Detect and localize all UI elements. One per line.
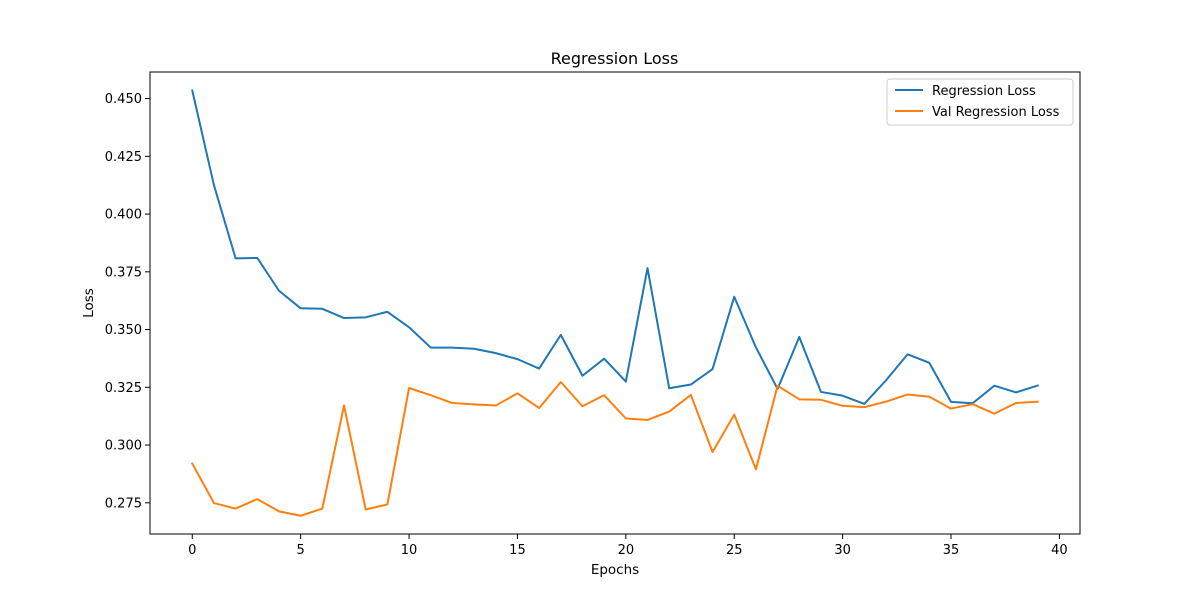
series-layer [190, 89, 1039, 517]
series-line-val-regression-loss [190, 381, 1039, 517]
x-tick-label: 5 [297, 543, 305, 558]
x-tick-label: 30 [834, 543, 851, 558]
legend-label-regression-loss: Regression Loss [932, 84, 1036, 99]
plot-frame [149, 71, 1081, 535]
x-axis-label: Epochs [591, 562, 639, 578]
y-tick-label: 0.275 [105, 496, 142, 511]
series-line-regression-loss [191, 89, 1039, 405]
legend-box [886, 78, 1074, 126]
y-tick-label: 0.325 [105, 381, 142, 396]
y-tick-label: 0.300 [105, 439, 142, 454]
x-tick-label: 20 [618, 543, 635, 558]
y-tick-label: 0.350 [105, 323, 142, 338]
x-tick-label: 10 [401, 543, 418, 558]
legend-label-val-regression-loss: Val Regression Loss [932, 105, 1060, 120]
legend: Regression Loss Val Regression Loss [886, 78, 1074, 126]
y-tick-label: 0.425 [105, 150, 142, 165]
x-tick-label: 25 [726, 543, 743, 558]
x-tick-label: 0 [188, 543, 196, 558]
x-tick-label: 35 [943, 543, 960, 558]
x-tick-label: 40 [1051, 543, 1068, 558]
y-tick-label: 0.450 [105, 92, 142, 107]
y-axis-label: Loss [81, 288, 97, 318]
x-axis: 0 5 10 15 20 25 30 35 40 [188, 534, 1068, 558]
chart-title: Regression Loss [551, 49, 679, 68]
y-tick-label: 0.400 [105, 208, 142, 223]
x-tick-label: 15 [509, 543, 526, 558]
y-axis: 0.275 0.300 0.325 0.350 0.375 0.400 0.425 0.450 [105, 92, 150, 511]
y-tick-label: 0.375 [105, 265, 142, 280]
